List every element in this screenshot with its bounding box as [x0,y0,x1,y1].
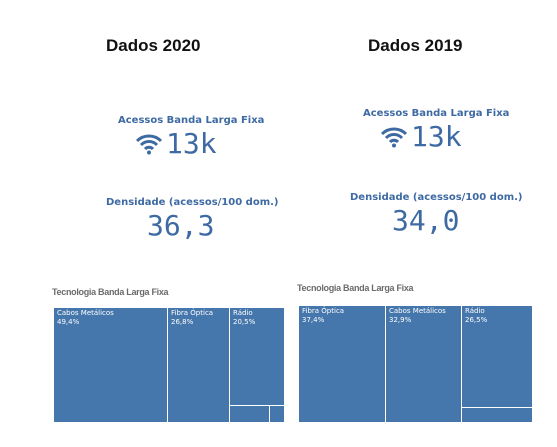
treemap-2019[interactable]: Fibra Óptica 37,4% Cabos Metálicos 32,9%… [299,306,533,423]
kpi-densidade-label: Densidade (acessos/100 dom.) [350,192,523,203]
treemap-cell-name: Fibra Óptica [302,307,345,315]
treemap-cell-name: Cabos Metálicos [389,307,446,315]
kpi-accessos[interactable]: 13k [381,123,462,151]
treemap-cell-name: Cabos Metálicos [57,309,114,317]
treemap-title: Tecnologia Banda Larga Fixa [52,287,169,297]
treemap-cell[interactable]: Cabos Metálicos 32,9% [386,306,462,423]
treemap-cell[interactable]: Cabos Metálicos 49,4% [54,308,168,423]
wifi-icon [381,127,407,148]
kpi-accessos-label: Acessos Banda Larga Fixa [363,108,510,119]
kpi-accessos-value: 13k [411,120,462,153]
kpi-densidade[interactable]: 36,3 [147,212,214,240]
treemap-cell-pct: 20,5% [233,318,256,326]
treemap-cell-minor[interactable] [462,408,533,423]
wifi-icon [136,134,162,155]
treemap-cell-pct: 37,4% [302,316,325,324]
treemap-cell-minor[interactable] [230,406,270,423]
treemap-cell[interactable]: Rádio 20,5% [230,308,285,406]
treemap-cell[interactable]: Fibra Óptica 26,8% [168,308,230,423]
kpi-densidade-label: Densidade (acessos/100 dom.) [106,197,279,208]
treemap-cell[interactable]: Fibra Óptica 37,4% [299,306,386,423]
treemap-cell-name: Rádio [465,307,485,315]
treemap-2020[interactable]: Cabos Metálicos 49,4% Fibra Óptica 26,8%… [54,308,285,423]
treemap-cell[interactable]: Rádio 26,5% [462,306,533,408]
treemap-cell-name: Rádio [233,309,253,317]
kpi-accessos-value: 13k [166,127,217,160]
treemap-cell-pct: 26,5% [465,316,488,324]
treemap-cell-pct: 32,9% [389,316,412,324]
treemap-cell-minor[interactable] [270,406,285,423]
kpi-accessos[interactable]: 13k [136,130,217,158]
treemap-cell-name: Fibra Óptica [171,309,214,317]
treemap-cell-pct: 26,8% [171,318,194,326]
treemap-title: Tecnologia Banda Larga Fixa [297,283,414,293]
treemap-cell-pct: 49,4% [57,318,80,326]
kpi-densidade-value: 34,0 [392,204,460,237]
panel-title: Dados 2019 [368,36,463,55]
kpi-densidade[interactable]: 34,0 [392,207,459,235]
kpi-densidade-value: 36,3 [147,209,215,242]
kpi-accessos-label: Acessos Banda Larga Fixa [118,115,265,126]
panel-title: Dados 2020 [106,36,201,55]
